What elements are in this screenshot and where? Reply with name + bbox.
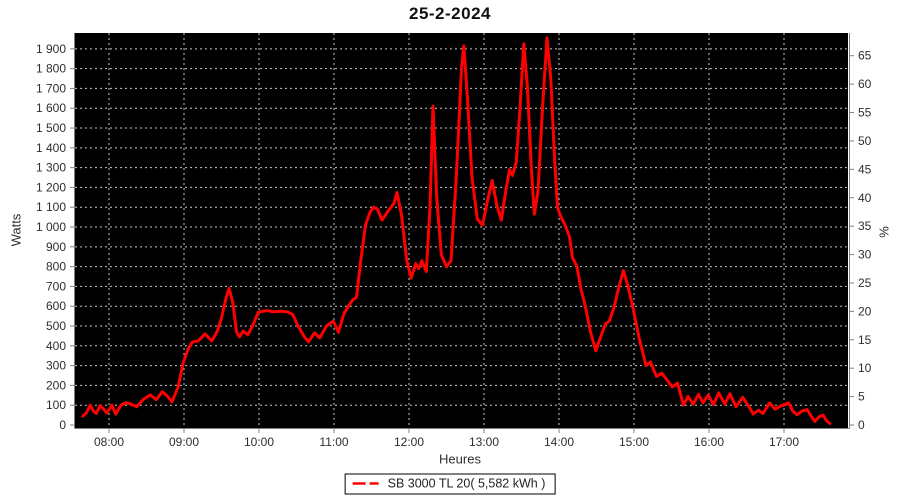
y-left-tick-label: 1 700 xyxy=(36,81,66,95)
y-right-tick-label: 55 xyxy=(858,106,872,120)
y-axis-title-percent: % xyxy=(876,226,892,238)
series-line xyxy=(81,36,832,425)
chart-title: 25-2-2024 xyxy=(408,4,491,23)
x-tick-label: 08:00 xyxy=(94,435,124,449)
x-tick-label: 09:00 xyxy=(169,435,199,449)
y-left-tick-label: 1 400 xyxy=(36,141,66,155)
y-right-tick-label: 45 xyxy=(858,162,872,176)
x-tick-label: 14:00 xyxy=(544,435,574,449)
y-left-tick-label: 300 xyxy=(46,359,66,373)
y-right-tick-label: 65 xyxy=(858,49,872,63)
y-right-tick-label: 5 xyxy=(858,390,865,404)
legend: SB 3000 TL 20( 5,582 kWh ) xyxy=(344,473,556,495)
y-left-tick-label: 1 500 xyxy=(36,121,66,135)
y-left-tick-label: 400 xyxy=(46,339,66,353)
legend-label: SB 3000 TL 20( 5,582 kWh ) xyxy=(387,476,546,491)
y-left-tick-label: 0 xyxy=(59,418,66,432)
y-right-tick-label: 30 xyxy=(858,248,872,262)
y-right-tick-label: 35 xyxy=(858,219,872,233)
legend-line-marker xyxy=(352,482,381,485)
y-left-tick-label: 500 xyxy=(46,319,66,333)
x-tick-label: 16:00 xyxy=(694,435,724,449)
y-left-tick-label: 1 900 xyxy=(36,42,66,56)
y-right-tick-label: 25 xyxy=(858,276,872,290)
y-right-tick-label: 20 xyxy=(858,304,872,318)
y-left-tick-label: 1 100 xyxy=(36,200,66,214)
y-left-tick-label: 600 xyxy=(46,299,66,313)
x-tick-label: 17:00 xyxy=(769,435,799,449)
y-left-tick-label: 100 xyxy=(46,398,66,412)
y-right-tick-label: 10 xyxy=(858,361,872,375)
y-right-tick-label: 40 xyxy=(858,191,872,205)
y-axis-title-watts: Watts xyxy=(8,213,24,247)
x-tick-label: 11:00 xyxy=(319,435,348,449)
y-right-tick-label: 60 xyxy=(858,77,872,91)
y-left-tick-label: 200 xyxy=(46,378,66,392)
x-tick-label: 13:00 xyxy=(469,435,499,449)
y-left-tick-label: 1 300 xyxy=(36,161,66,175)
y-right-tick-label: 50 xyxy=(858,134,872,148)
y-left-tick-label: 1 800 xyxy=(36,62,66,76)
y-left-tick-label: 700 xyxy=(46,279,66,293)
y-right-tick-label: 15 xyxy=(858,333,872,347)
x-tick-label: 10:00 xyxy=(244,435,274,449)
x-axis-title-heures: Heures xyxy=(439,451,481,467)
y-left-tick-label: 1 200 xyxy=(36,180,66,194)
x-tick-label: 12:00 xyxy=(394,435,424,449)
y-left-tick-label: 800 xyxy=(46,260,66,274)
y-right-tick-label: 0 xyxy=(858,418,865,432)
y-left-tick-label: 1 000 xyxy=(36,220,66,234)
x-tick-label: 15:00 xyxy=(619,435,649,449)
y-left-tick-label: 1 600 xyxy=(36,101,66,115)
y-left-tick-label: 900 xyxy=(46,240,66,254)
